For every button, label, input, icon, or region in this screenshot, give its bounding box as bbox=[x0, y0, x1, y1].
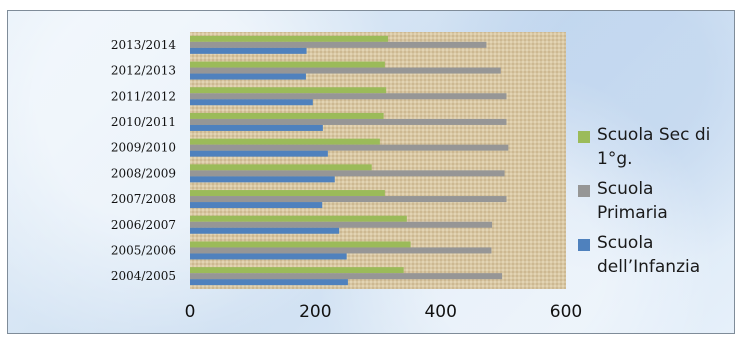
bar-scuola-dell-infanzia-2010-2011 bbox=[190, 125, 323, 131]
y-tick-label: 2011/2012 bbox=[111, 89, 176, 103]
legend-label-sec: Scuola Sec di 1°g. bbox=[597, 123, 710, 171]
bar-scuola-sec-di-1-g--2004-2005 bbox=[190, 267, 404, 273]
bar-scuola-primaria-2012-2013 bbox=[190, 68, 501, 74]
y-tick-label: 2004/2005 bbox=[111, 269, 176, 283]
bar-scuola-sec-di-1-g--2007-2008 bbox=[190, 190, 385, 196]
legend-label-infanzia: Scuola dell’Infanzia bbox=[597, 231, 700, 279]
bar-scuola-sec-di-1-g--2008-2009 bbox=[190, 164, 372, 170]
bar-scuola-primaria-2011-2012 bbox=[190, 93, 506, 99]
y-tick-label: 2010/2011 bbox=[111, 115, 176, 129]
bar-scuola-primaria-2006-2007 bbox=[190, 222, 492, 228]
bar-scuola-sec-di-1-g--2006-2007 bbox=[190, 216, 407, 222]
bar-scuola-primaria-2008-2009 bbox=[190, 170, 505, 176]
y-tick-label: 2006/2007 bbox=[111, 218, 176, 232]
bar-scuola-primaria-2009-2010 bbox=[190, 145, 508, 151]
bar-scuola-dell-infanzia-2006-2007 bbox=[190, 228, 339, 234]
x-tick-label: 400 bbox=[424, 302, 456, 322]
bar-scuola-dell-infanzia-2008-2009 bbox=[190, 176, 335, 182]
bar-scuola-sec-di-1-g--2010-2011 bbox=[190, 113, 384, 119]
bar-scuola-dell-infanzia-2009-2010 bbox=[190, 151, 328, 157]
bar-scuola-primaria-2013-2014 bbox=[190, 42, 486, 48]
legend-item-sec: Scuola Sec di 1°g. bbox=[578, 123, 735, 171]
bar-scuola-sec-di-1-g--2013-2014 bbox=[190, 36, 388, 42]
bar-scuola-dell-infanzia-2013-2014 bbox=[190, 48, 307, 54]
bar-scuola-dell-infanzia-2005-2006 bbox=[190, 253, 347, 259]
x-tick-labels: 0 200 400 600 bbox=[185, 302, 583, 322]
bar-scuola-primaria-2005-2006 bbox=[190, 247, 491, 253]
bar-scuola-sec-di-1-g--2009-2010 bbox=[190, 139, 380, 145]
y-tick-label: 2007/2008 bbox=[111, 192, 176, 206]
bar-scuola-primaria-2004-2005 bbox=[190, 273, 502, 279]
legend-item-infanzia: Scuola dell’Infanzia bbox=[578, 231, 735, 279]
bar-scuola-dell-infanzia-2011-2012 bbox=[190, 99, 313, 105]
bar-scuola-sec-di-1-g--2011-2012 bbox=[190, 87, 386, 93]
legend-swatch-infanzia bbox=[578, 239, 590, 251]
bar-scuola-sec-di-1-g--2012-2013 bbox=[190, 62, 385, 68]
bar-scuola-dell-infanzia-2007-2008 bbox=[190, 202, 322, 208]
legend-swatch-sec bbox=[578, 131, 590, 143]
legend-label-primaria: Scuola Primaria bbox=[597, 177, 668, 225]
bar-scuola-primaria-2007-2008 bbox=[190, 196, 506, 202]
bar-scuola-primaria-2010-2011 bbox=[190, 119, 506, 125]
bar-scuola-dell-infanzia-2004-2005 bbox=[190, 279, 348, 285]
bar-scuola-sec-di-1-g--2005-2006 bbox=[190, 241, 411, 247]
legend-swatch-primaria bbox=[578, 185, 590, 197]
y-tick-labels: 2004/2005 2005/2006 2006/2007 2007/2008 2008… bbox=[111, 38, 176, 283]
y-tick-label: 2009/2010 bbox=[111, 141, 176, 155]
x-tick-label: 600 bbox=[550, 302, 582, 322]
legend-item-primaria: Scuola Primaria bbox=[578, 177, 735, 225]
x-tick-label: 0 bbox=[185, 302, 196, 322]
chart-frame: 2004/2005 2005/2006 2006/2007 2007/2008 2008… bbox=[7, 10, 735, 334]
legend: Scuola Sec di 1°g. Scuola Primaria Scuol… bbox=[578, 123, 735, 285]
bar-scuola-dell-infanzia-2012-2013 bbox=[190, 74, 306, 80]
x-tick-label: 200 bbox=[299, 302, 331, 322]
y-tick-label: 2013/2014 bbox=[111, 38, 176, 52]
y-tick-label: 2005/2006 bbox=[111, 243, 176, 257]
y-tick-label: 2008/2009 bbox=[111, 166, 176, 180]
y-tick-label: 2012/2013 bbox=[111, 64, 176, 78]
